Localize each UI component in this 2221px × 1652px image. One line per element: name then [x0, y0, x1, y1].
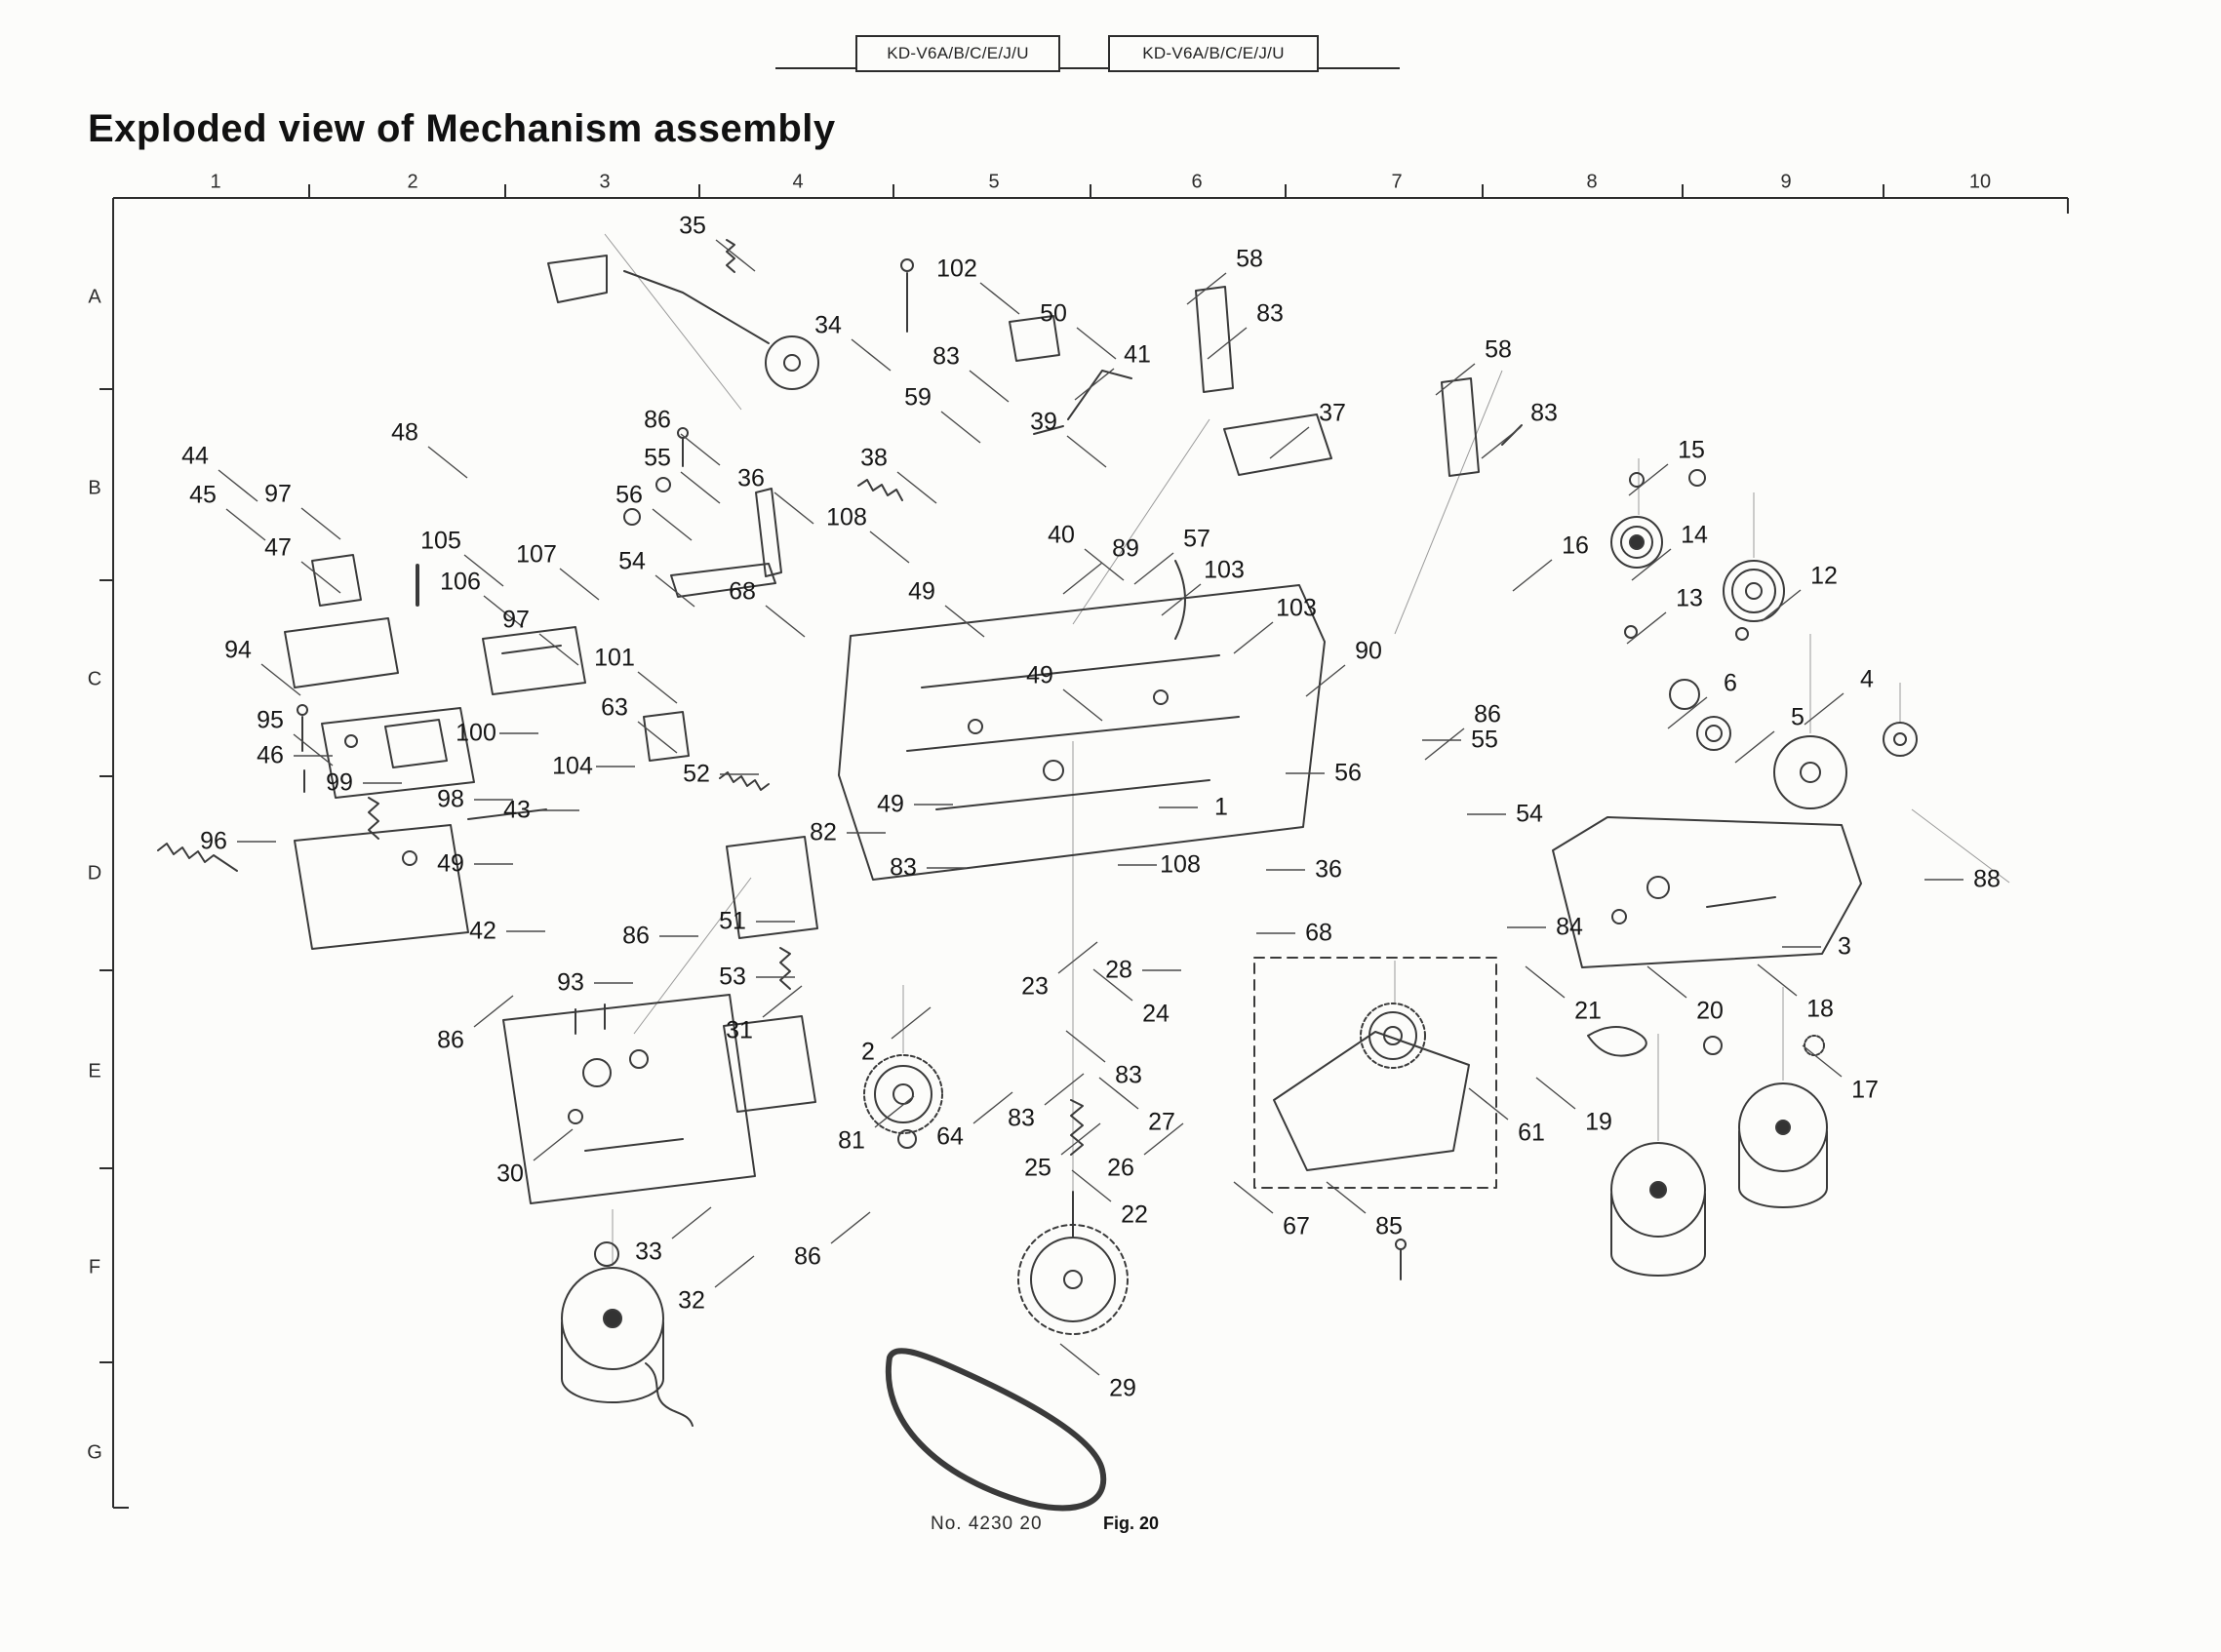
header-rule [775, 67, 1400, 69]
model-tab: KD-V6A/B/C/E/J/U [855, 35, 1060, 72]
model-tab: KD-V6A/B/C/E/J/U [1108, 35, 1319, 72]
page-title: Exploded view of Mechanism assembly [88, 107, 836, 150]
figure-label: Fig. 20 [1103, 1514, 1160, 1533]
doc-number: No. 4230 20 [931, 1514, 1043, 1534]
